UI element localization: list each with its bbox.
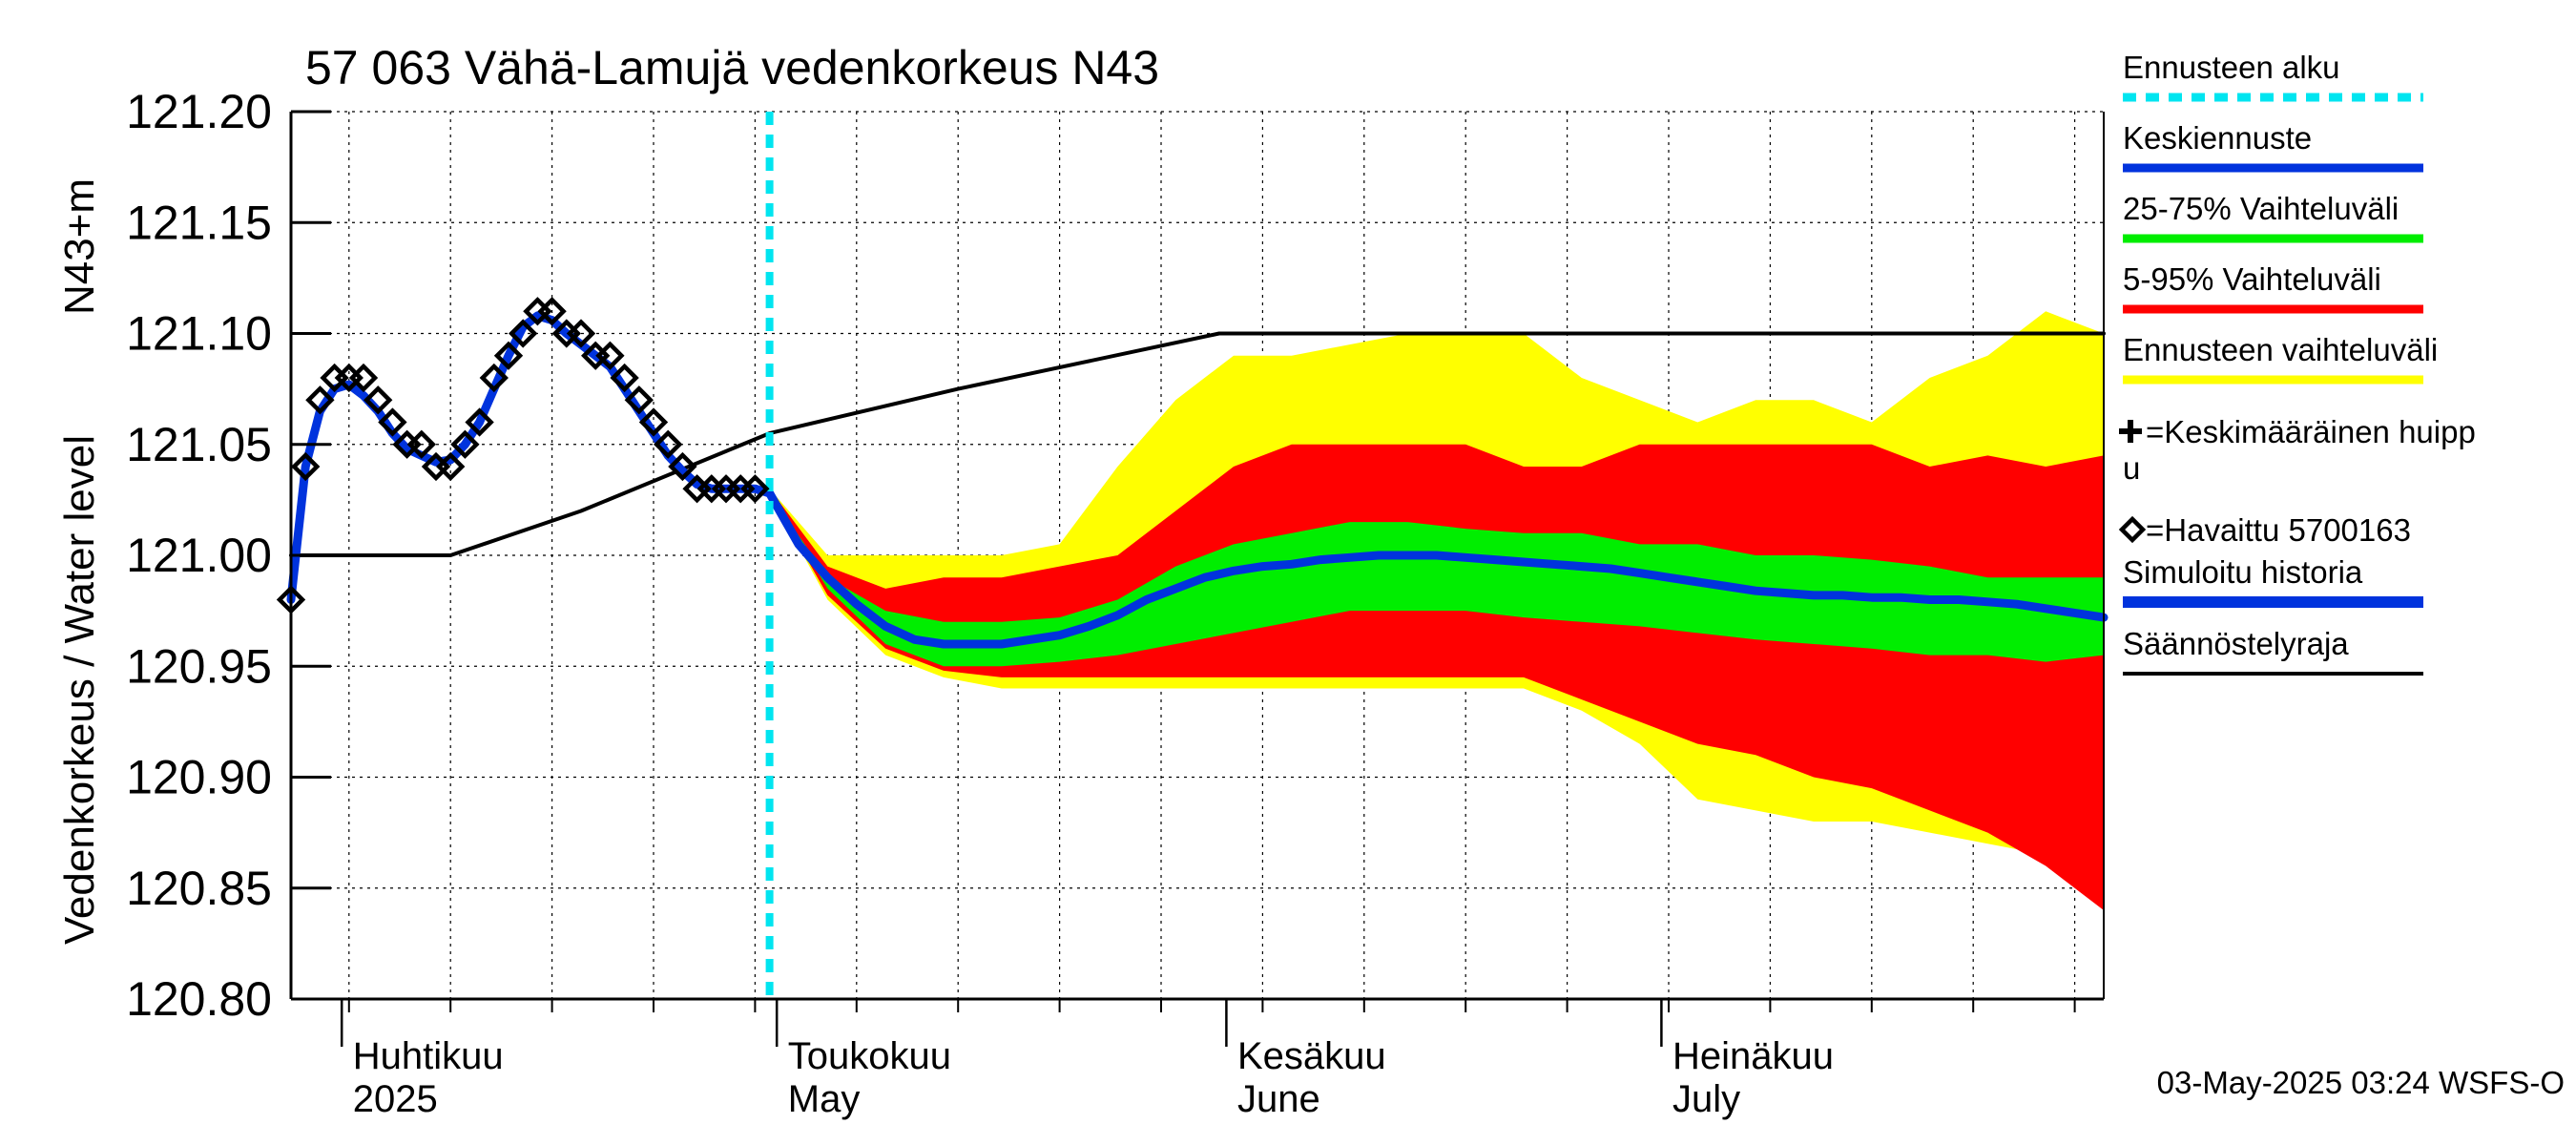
y-tick-label: 120.95 — [126, 639, 272, 693]
legend-label-continued: u — [2123, 450, 2140, 486]
observed-point — [509, 319, 538, 348]
observed-point — [638, 407, 669, 437]
x-month-sublabel: May — [788, 1078, 861, 1120]
observed-point — [348, 363, 379, 393]
legend-label: 25-75% Vaihteluväli — [2123, 191, 2399, 226]
x-month-sublabel: June — [1237, 1078, 1320, 1120]
observed-point — [595, 341, 625, 370]
observed-point — [291, 451, 321, 482]
legend-label: Ennusteen alku — [2123, 50, 2340, 85]
y-tick-label: 121.00 — [126, 529, 272, 582]
observed-point — [479, 363, 509, 393]
y-tick-label: 121.10 — [126, 307, 272, 361]
y-axis-label: Vedenkorkeus / Water level — [56, 435, 103, 945]
y-tick-labels: 121.20 121.15 121.10 121.05 121.00 120.95 120.… — [126, 85, 272, 1026]
observed-point — [566, 319, 596, 348]
legend-label: Keskiennuste — [2123, 120, 2312, 156]
y-tick-label: 121.20 — [126, 85, 272, 138]
chart-title: 57 063 Vähä-Lamujä vedenkorkeus N43 — [305, 41, 1159, 94]
x-month-label: Kesäkuu — [1237, 1035, 1386, 1077]
y-axis-title: Vedenkorkeus / Water level N43+m — [56, 178, 103, 945]
y-tick-label: 121.05 — [126, 418, 272, 471]
observed-point — [610, 363, 639, 393]
legend-diamond-icon — [2118, 515, 2147, 544]
x-month-label: Huhtikuu — [353, 1035, 504, 1077]
observed-point — [450, 429, 480, 459]
mean-forecast-line — [765, 489, 2109, 649]
observed-point — [668, 451, 697, 482]
legend: Ennusteen alku Keskiennuste 25-75% Vaihtel… — [2118, 50, 2476, 676]
legend-label: 5-95% Vaihteluväli — [2123, 261, 2381, 297]
axes — [289, 110, 2105, 1047]
observed-point — [624, 385, 654, 415]
observed-point — [740, 474, 770, 504]
y-tick-label: 121.15 — [126, 196, 272, 249]
legend-label: Ennusteen vaihteluväli — [2123, 332, 2438, 367]
observed-point — [436, 451, 466, 482]
legend-plus-icon — [2119, 420, 2142, 443]
observed-point — [537, 297, 567, 326]
x-month-sublabel: July — [1672, 1078, 1740, 1120]
y-tick-label: 120.80 — [126, 972, 272, 1026]
observed-markers — [276, 297, 770, 614]
footer-timestamp: 03-May-2025 03:24 WSFS-O — [2157, 1065, 2565, 1100]
legend-label: =Havaittu 5700163 — [2146, 512, 2411, 548]
y-axis-unit: N43+m — [56, 178, 103, 315]
y-tick-label: 120.85 — [126, 862, 272, 915]
observed-point — [654, 429, 683, 459]
legend-label: =Keskimääräinen huipp — [2146, 414, 2476, 449]
observed-point — [305, 385, 335, 415]
legend-label: Säännöstelyraja — [2123, 626, 2349, 661]
x-month-sublabel: 2025 — [353, 1078, 438, 1120]
observed-point — [493, 341, 524, 370]
observed-point — [406, 429, 436, 459]
x-month-label: Toukokuu — [788, 1035, 951, 1077]
observed-point — [378, 407, 407, 437]
x-month-label: Heinäkuu — [1672, 1035, 1834, 1077]
forecast-bands — [769, 311, 2104, 910]
legend-label: Simuloitu historia — [2123, 554, 2363, 590]
y-tick-label: 120.90 — [126, 751, 272, 804]
observed-point — [465, 407, 494, 437]
observed-point — [364, 385, 393, 415]
